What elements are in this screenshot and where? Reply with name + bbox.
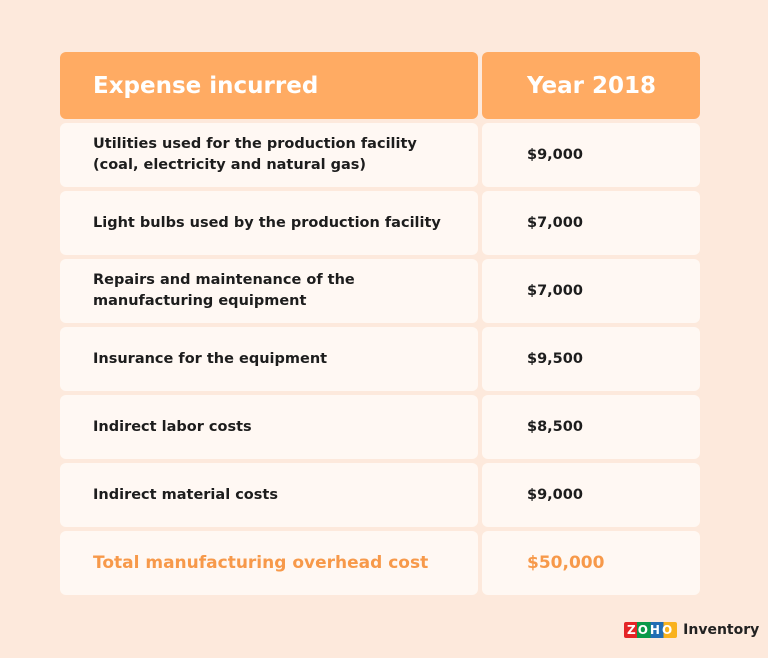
row-label-text: Indirect labor costs xyxy=(93,418,252,435)
total-value-text: $50,000 xyxy=(527,552,605,573)
row-label-text: Indirect material costs xyxy=(93,486,278,503)
row-value-text: $9,500 xyxy=(527,350,583,367)
header-cell: Year 2018 xyxy=(482,52,700,119)
total-label: Total manufacturing overhead cost xyxy=(60,531,478,595)
row-value-text: $9,000 xyxy=(527,486,583,503)
row-value-text: $8,500 xyxy=(527,418,583,435)
row-value: $7,000 xyxy=(482,259,700,323)
row-value: $9,000 xyxy=(482,463,700,527)
header-cell-text: Year 2018 xyxy=(527,72,657,99)
row-value: $7,000 xyxy=(482,191,700,255)
row-label-text: Light bulbs used by the production facil… xyxy=(93,214,441,231)
row-value: $9,000 xyxy=(482,123,700,187)
row-label-text: Repairs and maintenance of the manufactu… xyxy=(93,272,355,309)
row-label-text: Insurance for the equipment xyxy=(93,350,328,367)
header-cell-text: Expense incurred xyxy=(93,72,319,99)
row-label: Insurance for the equipment xyxy=(60,327,478,391)
row-value: $9,500 xyxy=(482,327,700,391)
logo-brand: ZOHO xyxy=(624,622,678,638)
logo-product: Inventory xyxy=(683,622,760,638)
row-value-text: $7,000 xyxy=(527,214,583,231)
row-value: $8,500 xyxy=(482,395,700,459)
row-label: Repairs and maintenance of the manufactu… xyxy=(60,259,478,323)
row-label: Light bulbs used by the production facil… xyxy=(60,191,478,255)
logo: ZOHO Inventory xyxy=(624,622,759,638)
row-label: Utilities used for the production facili… xyxy=(60,123,478,187)
row-value-text: $7,000 xyxy=(527,282,583,299)
total-value: $50,000 xyxy=(482,531,700,595)
row-label: Indirect labor costs xyxy=(60,395,478,459)
row-label-text: Utilities used for the production facili… xyxy=(93,136,417,173)
row-label: Indirect material costs xyxy=(60,463,478,527)
header-cell: Expense incurred xyxy=(60,52,478,119)
total-label-text: Total manufacturing overhead cost xyxy=(93,552,429,573)
row-value-text: $9,000 xyxy=(527,146,583,163)
